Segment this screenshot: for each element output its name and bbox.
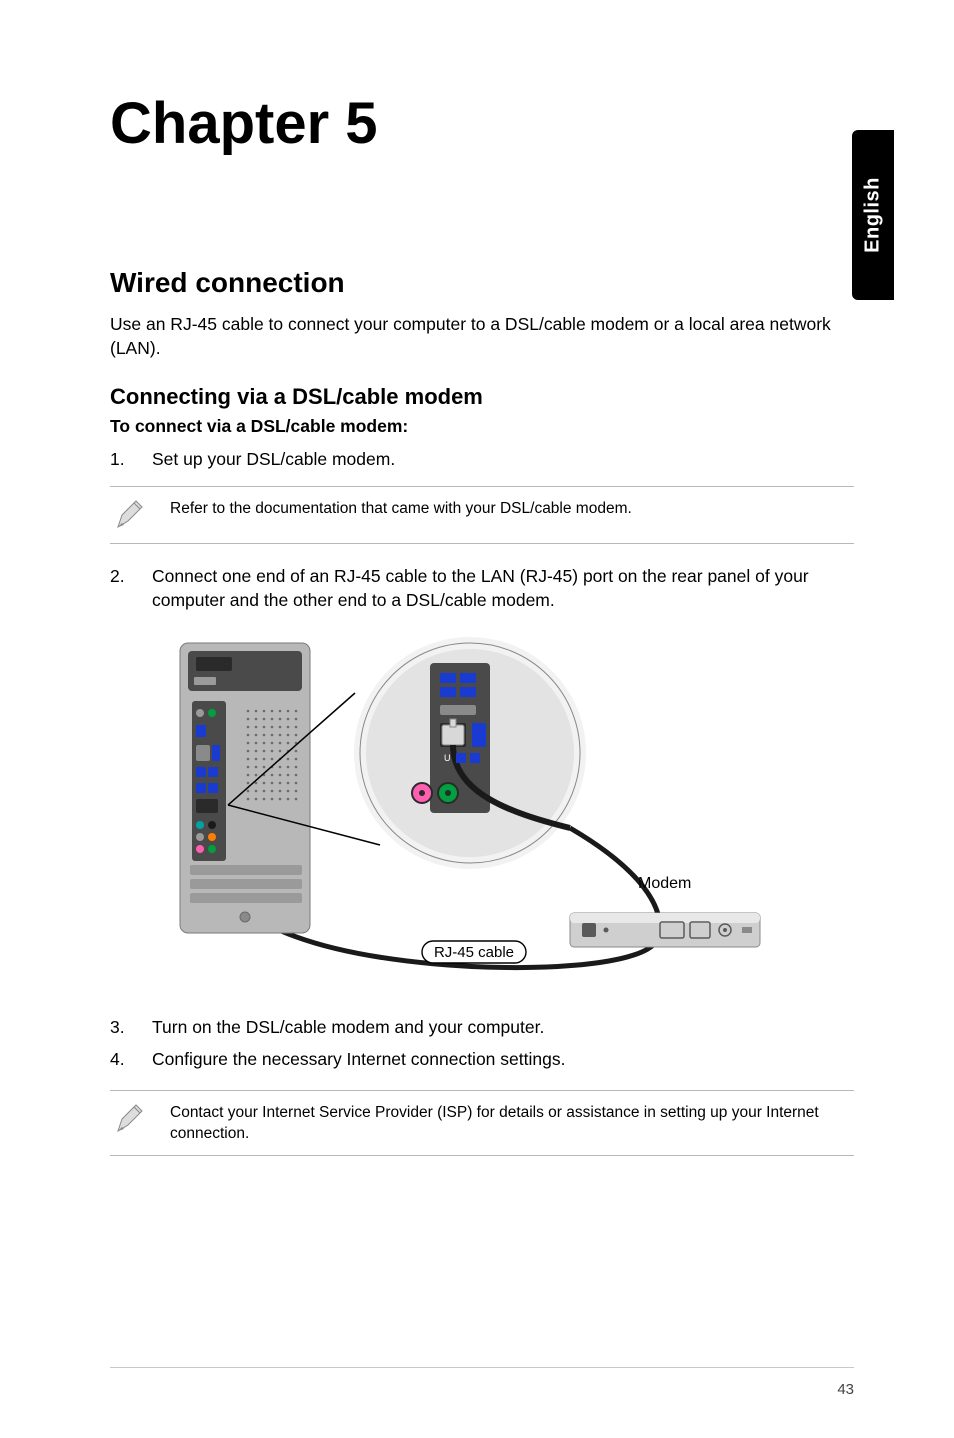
modem-label: Modem (638, 875, 691, 892)
cable-label: RJ-45 cable (434, 944, 514, 961)
note-box: Refer to the documentation that came wit… (110, 486, 854, 544)
note-text: Refer to the documentation that came wit… (170, 497, 854, 520)
step-text: Connect one end of an RJ-45 cable to the… (152, 564, 854, 613)
subsection-lead: To connect via a DSL/cable modem: (110, 416, 854, 437)
section-title: Wired connection (110, 267, 854, 299)
note-text: Contact your Internet Service Provider (… (170, 1101, 854, 1145)
connection-diagram: U Modem (150, 633, 854, 993)
subsection-title: Connecting via a DSL/cable modem (110, 384, 854, 410)
note-box: Contact your Internet Service Provider (… (110, 1090, 854, 1156)
step-row: 3. Turn on the DSL/cable modem and your … (110, 1015, 854, 1040)
step-row: 4. Configure the necessary Internet conn… (110, 1047, 854, 1072)
step-text: Set up your DSL/cable modem. (152, 447, 854, 472)
page-number: 43 (837, 1381, 854, 1398)
language-tab: English (852, 130, 894, 300)
step-number: 3. (110, 1015, 152, 1040)
step-number: 4. (110, 1047, 152, 1072)
step-row: 2. Connect one end of an RJ-45 cable to … (110, 564, 854, 613)
chapter-title: Chapter 5 (110, 90, 854, 157)
section-intro: Use an RJ-45 cable to connect your compu… (110, 313, 854, 360)
step-text: Configure the necessary Internet connect… (152, 1047, 854, 1072)
step-row: 1. Set up your DSL/cable modem. (110, 447, 854, 472)
svg-text:U: U (444, 753, 451, 763)
step-text: Turn on the DSL/cable modem and your com… (152, 1015, 854, 1040)
step-number: 1. (110, 447, 152, 472)
pencil-note-icon (110, 1101, 150, 1137)
step-number: 2. (110, 564, 152, 613)
pencil-note-icon (110, 497, 150, 533)
footer-rule (110, 1367, 854, 1368)
language-tab-label: English (862, 177, 885, 253)
